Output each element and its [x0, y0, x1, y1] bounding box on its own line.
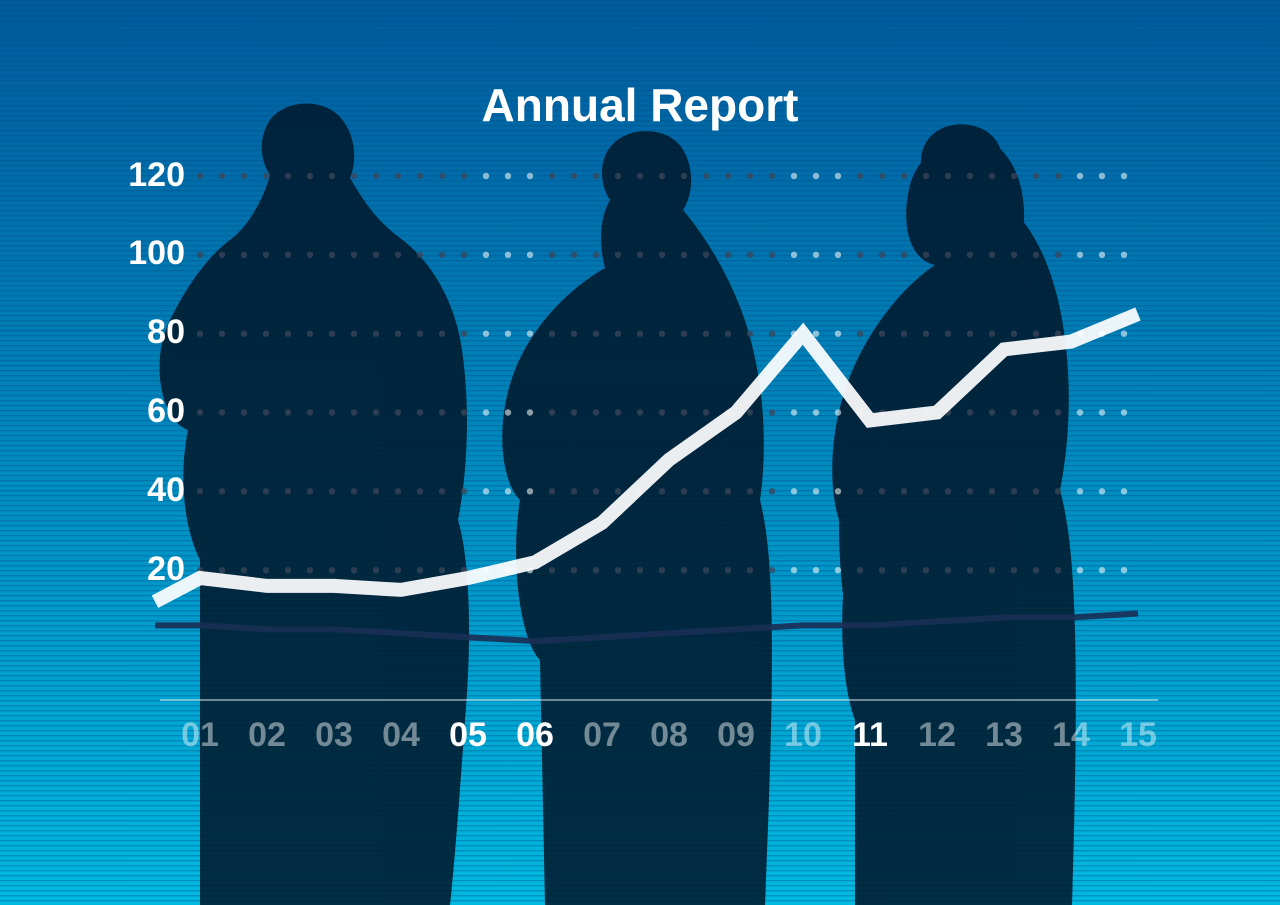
chart-svg — [0, 0, 1280, 905]
x-tick-label: 12 — [905, 716, 969, 755]
x-tick-label: 08 — [637, 716, 701, 755]
x-tick-label: 03 — [302, 716, 366, 755]
x-tick-label: 14 — [1039, 716, 1103, 755]
x-tick-label: 15 — [1106, 716, 1170, 755]
y-tick-label: 40 — [0, 471, 185, 510]
y-tick-label: 120 — [0, 156, 185, 195]
y-tick-label: 80 — [0, 313, 185, 352]
x-tick-label: 06 — [503, 716, 567, 755]
x-tick-label: 05 — [436, 716, 500, 755]
x-tick-label: 04 — [369, 716, 433, 755]
chart-title: Annual Report — [0, 78, 1280, 132]
x-tick-label: 10 — [771, 716, 835, 755]
x-tick-label: 01 — [168, 716, 232, 755]
x-tick-label: 13 — [972, 716, 1036, 755]
x-tick-label: 02 — [235, 716, 299, 755]
x-tick-label: 07 — [570, 716, 634, 755]
y-tick-label: 100 — [0, 234, 185, 273]
chart-stage: Annual Report 20406080100120 01020304050… — [0, 0, 1280, 905]
y-tick-label: 20 — [0, 550, 185, 589]
x-tick-label: 09 — [704, 716, 768, 755]
y-tick-label: 60 — [0, 392, 185, 431]
x-tick-label: 11 — [838, 716, 902, 755]
